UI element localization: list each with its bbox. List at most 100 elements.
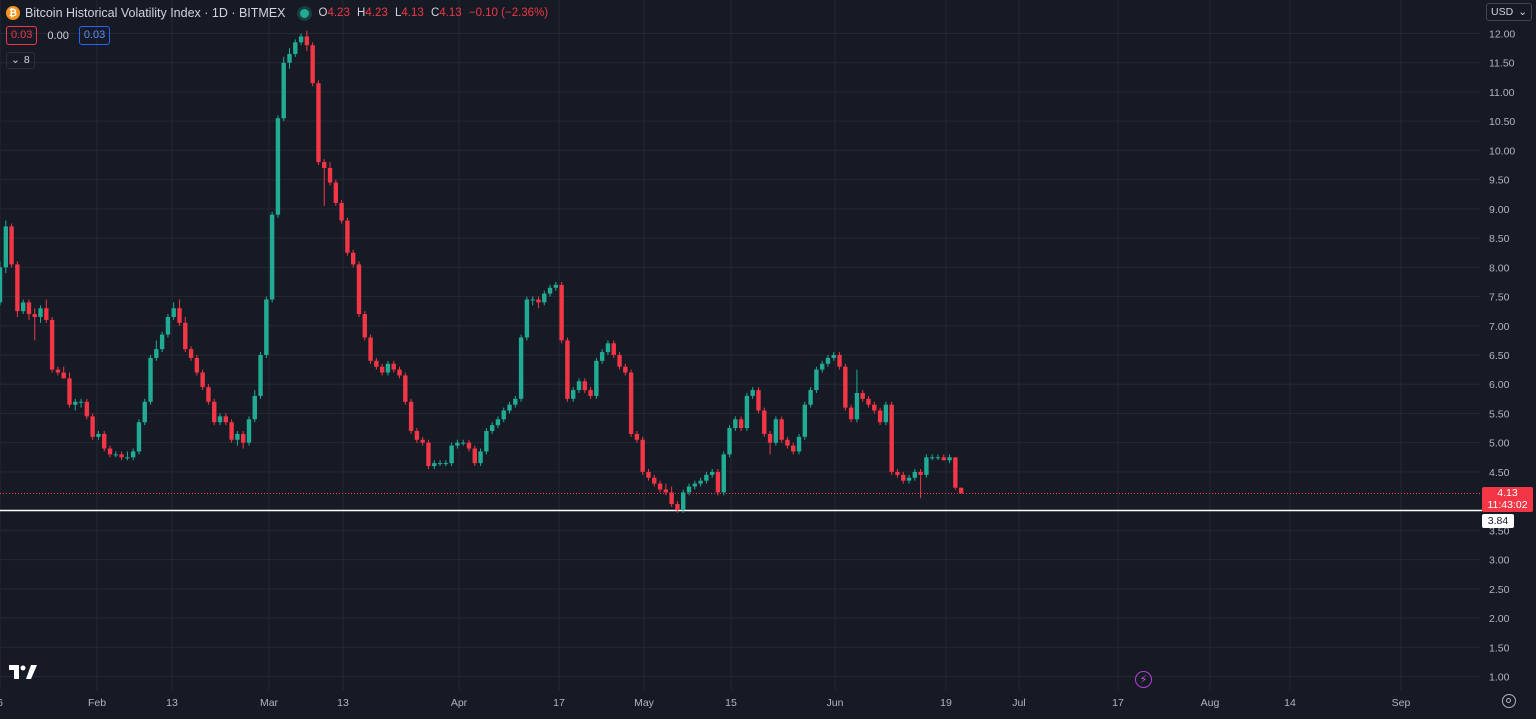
candle-body: [912, 471, 918, 478]
candle-body: [657, 483, 663, 490]
candle-body: [599, 352, 605, 361]
candle-up: [750, 387, 755, 399]
indicator-count: 8: [23, 54, 30, 66]
candle-body: [553, 284, 559, 288]
last-price: 4.13: [1497, 487, 1518, 499]
candle-body: [791, 445, 796, 452]
candle-body: [55, 369, 61, 373]
candle-up: [217, 413, 223, 426]
candle-up: [171, 302, 176, 320]
candle-body: [258, 355, 263, 396]
candle-body: [9, 226, 14, 265]
candle-body: [455, 442, 460, 446]
candle-up: [38, 305, 43, 323]
candle-down: [322, 159, 327, 206]
candle-down: [843, 363, 848, 411]
candles: [0, 30, 964, 513]
candle-body: [669, 492, 674, 505]
candle-down: [472, 445, 477, 467]
bitcoin-icon: ₿: [6, 6, 20, 20]
candle-up: [495, 416, 501, 429]
candle-body: [67, 378, 72, 405]
candle-body: [333, 182, 339, 204]
lightning-icon[interactable]: ⚡: [1135, 671, 1152, 688]
candle-up: [814, 366, 819, 393]
candle-body: [507, 404, 512, 411]
candle-body: [102, 433, 107, 449]
candle-down: [738, 416, 744, 431]
candle-body: [953, 457, 958, 488]
ohlc-values: O4.23 H4.23 L4.13 C4.13 −0.10 (−2.36%): [319, 7, 553, 19]
candle-up: [883, 401, 889, 426]
high-value: 4.23: [365, 7, 388, 19]
tradingview-logo-icon[interactable]: [9, 664, 37, 680]
candle-body: [78, 401, 84, 403]
candle-down: [426, 439, 431, 469]
candle-body: [929, 457, 935, 459]
candle-body: [194, 357, 200, 373]
x-tick-label: 17: [553, 697, 565, 709]
candle-body: [530, 299, 535, 301]
sell-value-box[interactable]: 0.03: [6, 26, 38, 45]
candle-down: [663, 483, 669, 496]
open-label: O: [318, 7, 328, 19]
candle-down: [756, 387, 761, 414]
candle-up: [125, 451, 130, 461]
candle-up: [246, 416, 252, 446]
grid-lines: [0, 0, 1480, 690]
candle-body: [345, 220, 350, 253]
horizontal-line-label[interactable]: 3.84: [1482, 514, 1514, 528]
buy-value-box[interactable]: 0.03: [78, 26, 111, 45]
candle-body: [779, 419, 784, 440]
candle-up: [287, 48, 292, 69]
candle-up: [507, 401, 512, 414]
candle-down: [15, 261, 20, 318]
candle-body: [605, 343, 611, 353]
gear-icon[interactable]: [1502, 694, 1516, 708]
candle-down: [640, 436, 645, 475]
candle-body: [750, 390, 755, 396]
currency-dropdown[interactable]: USD ⌄: [1486, 3, 1532, 21]
candle-body: [709, 471, 715, 475]
candle-body: [44, 308, 49, 320]
low-label: L: [394, 7, 402, 19]
x-tick-label: 19: [940, 697, 952, 709]
axis-labels: 1.00 1.50 2.00 2.50 3.00 3.50 4.50 5.00 5.50 6.00…: [0, 29, 1515, 710]
live-status-dot-icon: [299, 8, 309, 18]
indicators-collapse-button[interactable]: ⌄ 8: [6, 52, 35, 69]
candle-body: [269, 214, 275, 300]
candle-body: [339, 203, 344, 221]
candle-down: [362, 311, 367, 341]
candle-body: [113, 454, 118, 456]
candle-up: [281, 56, 286, 122]
candle-body: [715, 471, 721, 493]
chart-legend-header[interactable]: ₿ Bitcoin Historical Volatility Index · …: [6, 4, 552, 22]
candle-body: [374, 360, 379, 367]
candle-up: [235, 430, 240, 446]
candle-body: [461, 442, 466, 444]
candle-up: [437, 460, 443, 467]
candle-body: [356, 264, 362, 315]
candle-up: [449, 442, 454, 467]
candle-up: [594, 357, 599, 399]
candle-body: [125, 457, 130, 459]
y-tick-label: 11.00: [1489, 87, 1515, 99]
candle-down: [368, 334, 373, 364]
candle-down: [391, 360, 396, 373]
candle-up: [721, 451, 726, 496]
x-tick-label: Jul: [1012, 697, 1025, 709]
candle-body: [437, 463, 443, 465]
candle-body: [663, 489, 669, 493]
candle-body: [941, 457, 946, 461]
symbol-title[interactable]: Bitcoin Historical Volatility Index · 1D…: [25, 6, 286, 20]
candle-down: [652, 474, 657, 487]
candle-down: [582, 378, 587, 393]
candle-up: [692, 480, 697, 490]
candle-body: [217, 416, 223, 423]
candle-up: [20, 299, 26, 315]
candle-up: [686, 483, 692, 496]
candle-body: [588, 390, 593, 396]
candle-body: [32, 314, 37, 318]
candle-down: [316, 80, 321, 166]
